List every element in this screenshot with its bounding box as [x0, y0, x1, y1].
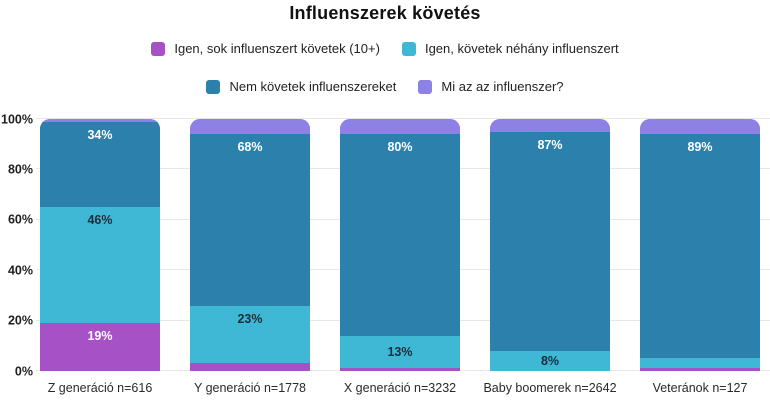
bar-4: 8% 87% [490, 119, 610, 371]
bar-3: 13% 80% [340, 119, 460, 371]
bar-segment: 23% [190, 305, 310, 364]
legend-label: Mi az az influenszer? [441, 79, 564, 94]
legend-item[interactable]: Nem követek influenszereket [206, 79, 396, 94]
x-axis: Z generáció n=616 Y generáció n=1778 X gen… [0, 381, 770, 401]
x-axis-label: X generáció n=3232 [343, 381, 457, 395]
legend-swatch [151, 41, 166, 56]
bar-segment: 87% [490, 131, 610, 351]
bar-segment: 80% [340, 134, 460, 336]
data-label: 68% [237, 140, 263, 155]
bar-segment [640, 368, 760, 371]
y-axis-tick: 40% [7, 262, 33, 277]
y-axis-tick: 20% [7, 313, 33, 328]
data-label: 23% [237, 311, 263, 326]
legend-swatch [418, 79, 433, 94]
x-axis-label: Y generáció n=1778 [193, 381, 307, 395]
bar-segment: 68% [190, 134, 310, 306]
data-label: 46% [87, 213, 113, 228]
bar-segment [640, 119, 760, 135]
y-axis-tick: 60% [7, 212, 33, 227]
legend-item[interactable]: Mi az az influenszer? [418, 79, 564, 94]
bar-segment [190, 119, 310, 135]
bar-segment [640, 358, 760, 369]
data-label: 89% [687, 140, 713, 155]
bars: 19% 46% 34% 23% 68% 13% 80% 8% 87% 89% [40, 119, 760, 371]
data-label: 19% [87, 329, 113, 344]
bar-segment: 13% [340, 335, 460, 369]
y-axis-tick: 0% [14, 363, 33, 378]
bar-segment: 46% [40, 207, 160, 324]
plot-area: 0% 20% 40% 60% 80% 100% 19% 46% 34% 23% 68% 13% 80%… [0, 113, 770, 377]
data-label: 13% [387, 344, 413, 359]
bar-segment: 34% [40, 121, 160, 208]
data-label: 8% [540, 353, 560, 368]
x-axis-label: Baby boomerek n=2642 [483, 381, 617, 395]
bar-segment: 89% [640, 134, 760, 359]
legend-item[interactable]: Igen, sok influenszert követek (10+) [151, 41, 380, 56]
x-axis-label: Veteránok n=127 [652, 381, 748, 395]
bar-2: 23% 68% [190, 119, 310, 371]
data-label: 87% [537, 137, 563, 152]
bar-segment [490, 119, 610, 132]
legend-item[interactable]: Igen, követek néhány influenszert [401, 41, 619, 56]
bar-segment [340, 119, 460, 135]
bar-1: 19% 46% 34% [40, 119, 160, 371]
chart-title: Influenszerek követés [289, 3, 481, 23]
legend-row-1: Igen, sok influenszert követek (10+) Igen… [0, 41, 770, 56]
gridline [36, 118, 770, 119]
y-axis-tick: 100% [1, 111, 33, 126]
legend-swatch [206, 79, 221, 94]
bar-segment: 19% [40, 323, 160, 371]
legend-label: Igen, követek néhány influenszert [424, 41, 619, 56]
bar-5: 89% [640, 119, 760, 371]
data-label: 34% [87, 127, 113, 142]
bar-segment [340, 368, 460, 371]
y-axis-tick: 80% [7, 162, 33, 177]
legend-label: Nem követek influenszereket [229, 79, 397, 94]
legend-row-2: Nem követek influenszereket Mi az az infl… [0, 79, 770, 94]
bar-segment [40, 119, 160, 122]
legend-swatch [401, 41, 416, 56]
bar-segment: 8% [490, 350, 610, 371]
data-label: 80% [387, 140, 413, 155]
legend-label: Igen, sok influenszert követek (10+) [174, 41, 380, 56]
bar-segment [190, 363, 310, 371]
x-axis-label: Z generáció n=616 [47, 381, 153, 395]
